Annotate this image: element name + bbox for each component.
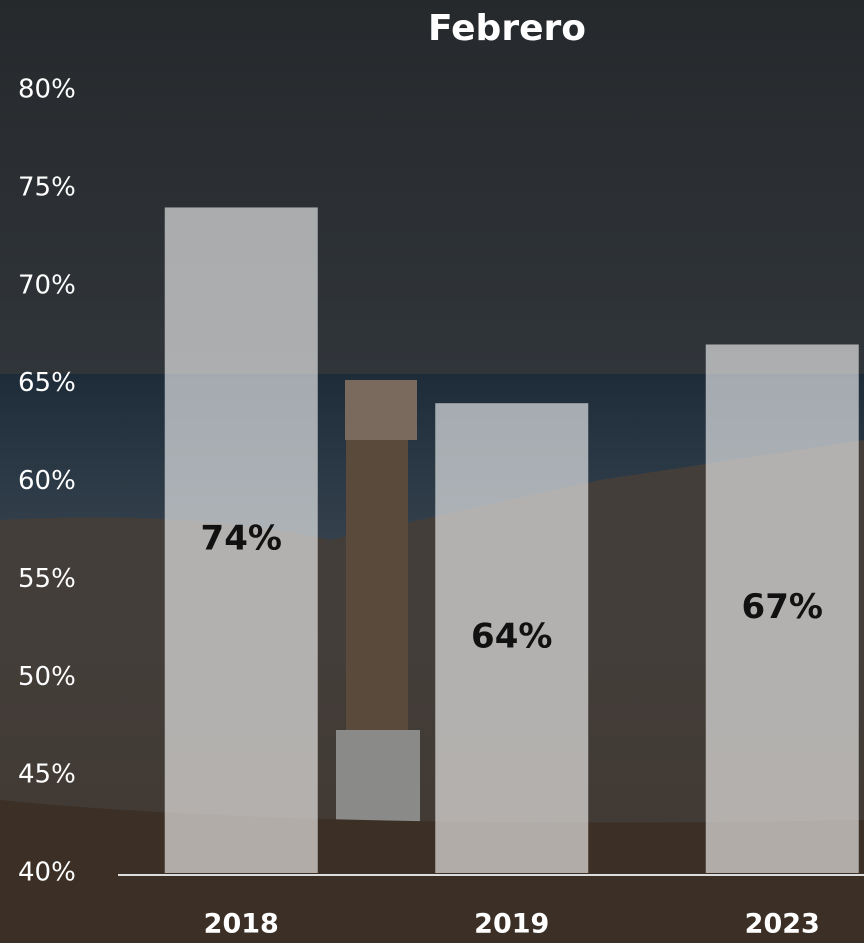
y-tick-label: 50% (18, 662, 76, 692)
x-tick-label: 2023 (745, 909, 820, 940)
y-tick-label: 40% (18, 858, 76, 888)
value-label: 67% (742, 587, 823, 627)
x-tick-label: 2018 (204, 909, 279, 940)
y-tick-label: 75% (18, 172, 76, 202)
y-tick-label: 45% (18, 760, 76, 790)
y-tick-label: 55% (18, 564, 76, 594)
bar (435, 403, 589, 873)
value-label: 74% (201, 519, 282, 559)
y-tick-label: 80% (18, 75, 76, 105)
y-tick-label: 70% (18, 270, 76, 300)
bar (705, 344, 859, 874)
chart-title: Febrero (428, 8, 586, 49)
y-tick-label: 60% (18, 466, 76, 496)
y-tick-label: 65% (18, 368, 76, 398)
bar (164, 207, 318, 873)
value-label: 64% (471, 617, 552, 657)
x-tick-label: 2019 (474, 909, 549, 940)
